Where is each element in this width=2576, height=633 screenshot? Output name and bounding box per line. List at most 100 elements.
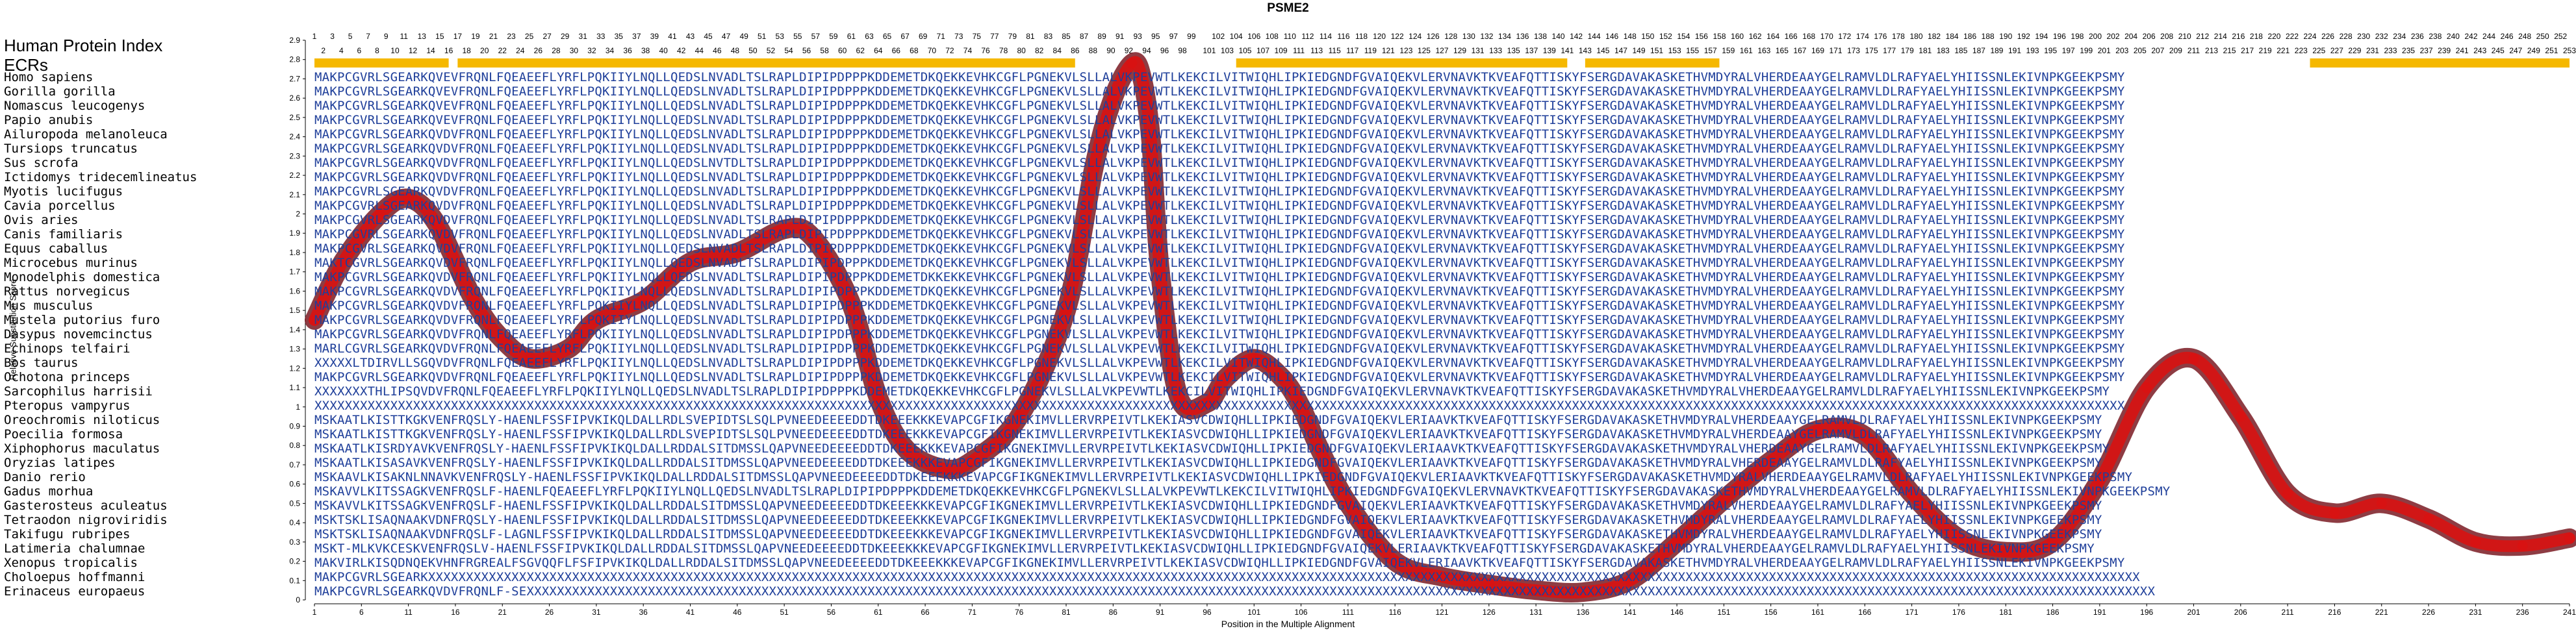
data-point: [2376, 498, 2387, 509]
top-tick-label: 226: [2321, 32, 2334, 41]
top-tick-label: 101: [1203, 46, 1216, 55]
x-tick-label: 71: [968, 608, 977, 617]
top-position-ticks: 1 3 5 7 9 11 13 15 17 19 21 23 25 27 29 31 33 35 37 39 41 43 4…: [312, 32, 2576, 55]
x-tick-label: 41: [686, 608, 695, 617]
species-name: Danio rerio: [4, 470, 86, 484]
y-tick-label: 1.4: [289, 325, 300, 334]
top-tick-label: 149: [1633, 46, 1646, 55]
data-point: [1672, 536, 1683, 547]
y-tick-label: 1.6: [289, 286, 300, 295]
y-axis: 0 0.1 0.2 0.3 0.4 0.5 0.6 0.7 0.8 0.9 1 1.1 1.2 1.3 1.…: [289, 36, 306, 604]
top-tick-label: 161: [1740, 46, 1753, 55]
top-tick-label: 154: [1677, 32, 1690, 41]
y-tick-label: 2.9: [289, 36, 300, 45]
top-tick-label: 187: [1972, 46, 1985, 55]
top-tick-label: 24: [516, 46, 525, 55]
data-point: [497, 334, 508, 345]
x-tick-label: 26: [545, 608, 554, 617]
ecr-bar: [457, 58, 1075, 68]
x-tick-label: 191: [2093, 608, 2106, 617]
top-tick-label: 217: [2241, 46, 2254, 55]
top-tick-label: 184: [1946, 32, 1959, 41]
top-tick-label: 236: [2411, 32, 2424, 41]
top-tick-label: 47: [722, 32, 731, 41]
top-tick-label: 150: [1641, 32, 1654, 41]
sequence-row: MSKAATLKISTTKGKVENFRQSLY-HAENLFSSFIPVKIK…: [314, 427, 2102, 441]
sequence-row: MAKPCGVRLSGEARKQVDVFRQNLFQEAEEFLYRFLPQKI…: [314, 142, 2125, 156]
top-tick-label: 207: [2151, 46, 2164, 55]
species-name: Oreochromis niloticus: [4, 413, 160, 427]
top-tick-label: 70: [928, 46, 937, 55]
top-tick-label: 112: [1301, 32, 1314, 41]
x-tick-label: 186: [2047, 608, 2060, 617]
top-tick-label: 89: [1097, 32, 1106, 41]
top-tick-label: 36: [623, 46, 632, 55]
top-tick-label: 146: [1605, 32, 1618, 41]
top-tick-label: 4: [339, 46, 344, 55]
data-point: [563, 343, 574, 354]
protein-index-label: Human Protein Index: [4, 36, 163, 55]
top-tick-label: 29: [561, 32, 570, 41]
x-tick-label: 1: [312, 608, 317, 617]
top-tick-label: 85: [1062, 32, 1071, 41]
top-tick-label: 121: [1382, 46, 1395, 55]
data-point: [1314, 444, 1325, 455]
top-tick-label: 200: [2089, 32, 2102, 41]
top-tick-label: 74: [963, 46, 973, 55]
y-tick-label: 0.9: [289, 421, 300, 430]
top-tick-label: 139: [1543, 46, 1556, 55]
top-tick-label: 243: [2473, 46, 2486, 55]
x-tick-label: 6: [359, 608, 364, 617]
top-tick-label: 73: [954, 32, 963, 41]
data-point: [807, 232, 818, 243]
score-curve-layer: [305, 52, 2576, 602]
data-point: [431, 218, 442, 229]
top-tick-label: 104: [1230, 32, 1243, 41]
y-tick-label: 1.1: [289, 383, 300, 392]
species-name: Tursiops truncatus: [4, 142, 138, 156]
top-tick-label: 107: [1256, 46, 1269, 55]
data-point: [1127, 58, 1138, 69]
data-point: [845, 295, 856, 306]
top-tick-label: 229: [2348, 46, 2361, 55]
y-tick-label: 1: [296, 403, 300, 412]
x-tick-label: 96: [1203, 608, 1212, 617]
data-point: [2188, 353, 2199, 364]
y-tick-label: 1.3: [289, 345, 300, 354]
sequence-row: MAKPCGVRLSGEARKQVDVFRQNLFQEAEEFLYRFLPQKI…: [314, 242, 2125, 256]
species-name: Microcebus murinus: [4, 256, 138, 270]
top-tick-label: 108: [1266, 32, 1279, 41]
top-tick-label: 84: [1053, 46, 1062, 55]
top-tick-label: 204: [2124, 32, 2137, 41]
top-tick-label: 166: [1785, 32, 1798, 41]
y-tick-label: 2: [296, 210, 300, 219]
top-tick-label: 245: [2492, 46, 2505, 55]
x-tick-label: 51: [780, 608, 789, 617]
data-point: [1014, 411, 1025, 422]
top-tick-label: 120: [1373, 32, 1386, 41]
top-tick-label: 180: [1909, 32, 1922, 41]
top-tick-label: 174: [1856, 32, 1869, 41]
data-point: [2235, 411, 2246, 422]
top-tick-label: 94: [1142, 46, 1151, 55]
data-point: [1089, 160, 1100, 171]
data-point: [1277, 373, 1288, 384]
chart-title: PSME2: [1267, 1, 1309, 15]
sequence-row: MSKAATLKISRDYAVKVENFRQSLY-HAENLFSSFIPVKI…: [314, 441, 2110, 456]
y-tick-label: 0.1: [289, 576, 300, 585]
top-tick-label: 168: [1802, 32, 1815, 41]
y-tick-label: 1.5: [289, 306, 300, 315]
top-tick-label: 144: [1588, 32, 1601, 41]
top-tick-label: 186: [1963, 32, 1976, 41]
data-point: [1624, 575, 1635, 586]
top-tick-label: 106: [1247, 32, 1260, 41]
top-tick-label: 115: [1329, 46, 1341, 55]
top-tick-label: 148: [1624, 32, 1637, 41]
species-name: Equus caballus: [4, 242, 108, 256]
top-tick-label: 46: [713, 46, 722, 55]
x-tick-label: 241: [2563, 608, 2576, 617]
ecr-bar: [1585, 58, 1720, 68]
y-tick-label: 0.3: [289, 538, 300, 547]
species-name: Canis familiaris: [4, 227, 123, 242]
top-tick-label: 152: [1659, 32, 1672, 41]
